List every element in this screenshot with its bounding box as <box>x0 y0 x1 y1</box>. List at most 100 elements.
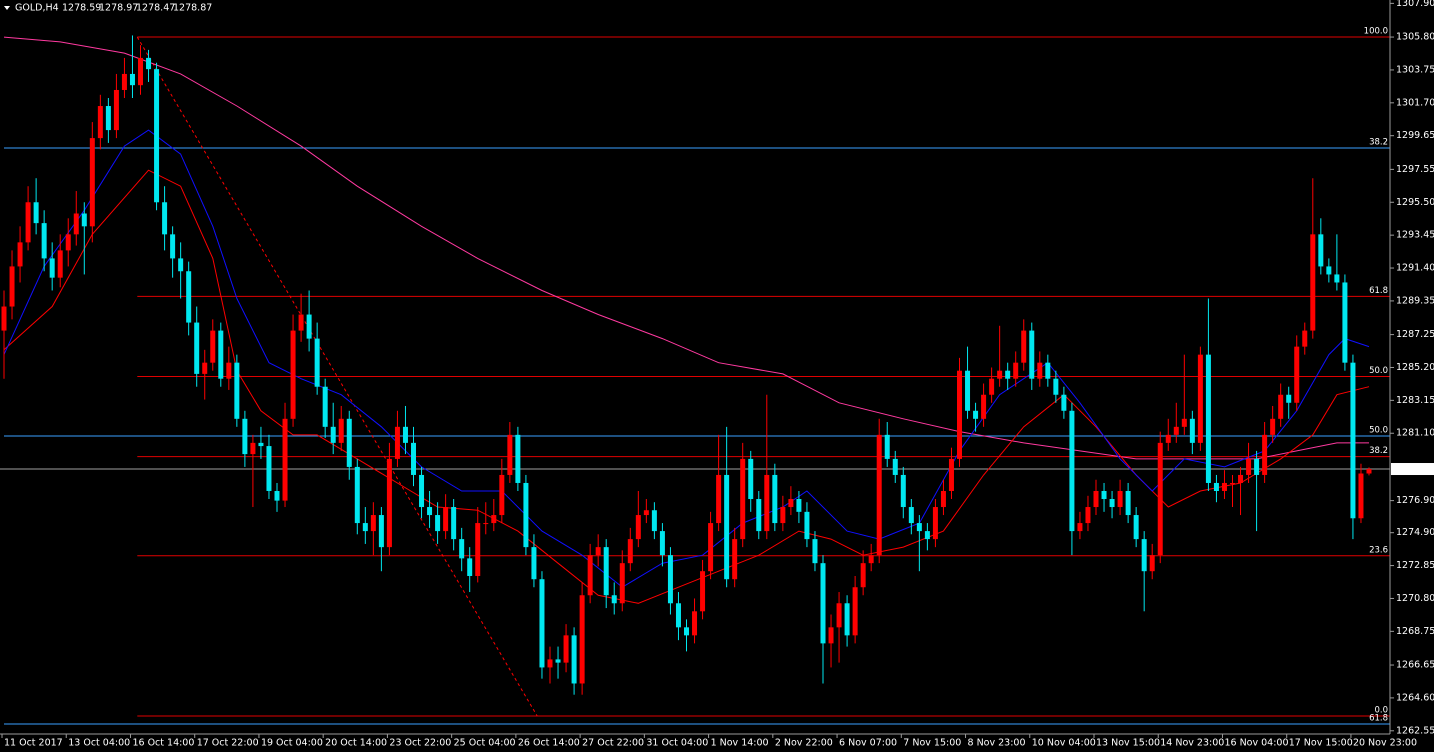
candle-body <box>876 434 882 556</box>
candle-body <box>138 57 143 86</box>
candle-body <box>1125 490 1131 516</box>
x-tick-label: 14 Nov 23:00 <box>1160 738 1224 749</box>
candle-body <box>595 547 601 556</box>
x-tick-label: 1 Nov 14:00 <box>711 738 769 749</box>
x-tick-label: 17 Oct 22:00 <box>197 738 259 749</box>
candle-body <box>772 474 778 524</box>
candle-body <box>571 635 577 684</box>
moving-average <box>3 169 1370 604</box>
candle-body <box>948 458 954 491</box>
candle-body <box>1165 434 1171 443</box>
candle-body <box>194 322 200 374</box>
candle-body <box>1157 442 1163 556</box>
y-tick-label: 1287.25 <box>1396 329 1434 340</box>
candle-body <box>892 458 898 475</box>
candle-body <box>1037 362 1043 379</box>
candle-body <box>250 442 256 455</box>
candle-body <box>531 547 537 580</box>
x-tick-label: 20 Oct 14:00 <box>325 738 387 749</box>
candle-body <box>226 362 232 379</box>
trendline <box>136 36 538 717</box>
candle-body <box>523 482 529 548</box>
x-tick-label: 10 Nov 04:00 <box>1032 738 1096 749</box>
x-tick-label: 25 Oct 04:00 <box>454 738 516 749</box>
x-tick-label: 13 Oct 04:00 <box>68 738 130 749</box>
menu-icon[interactable] <box>4 6 10 10</box>
candle-body <box>989 378 995 395</box>
candle-body <box>635 515 641 540</box>
header-open: 1278.59 <box>62 3 101 14</box>
candle-body <box>940 490 946 508</box>
candle-body <box>997 370 1003 379</box>
x-tick-label: 20 Nov 23:00 <box>1353 738 1417 749</box>
candle-body <box>234 362 240 419</box>
candle-body <box>884 434 890 459</box>
candle-body <box>17 242 23 267</box>
last-price-label: 1278.87 <box>1396 464 1434 475</box>
x-tick-label: 2 Nov 22:00 <box>775 738 833 749</box>
candle-body <box>539 579 545 668</box>
candle-body <box>868 555 874 564</box>
candle-body <box>555 659 561 663</box>
candle-body <box>1149 555 1155 572</box>
candle-body <box>338 418 344 443</box>
candle-body <box>1286 394 1292 403</box>
candle-body <box>9 266 15 307</box>
candle-body <box>692 611 698 636</box>
candle-body <box>764 474 770 532</box>
candle-body <box>162 202 168 235</box>
y-tick-label: 1262.55 <box>1396 725 1434 736</box>
fib-label: 0.0 <box>1374 706 1388 716</box>
candle-body <box>105 106 111 131</box>
candle-body <box>1 306 7 331</box>
x-tick-label: 27 Oct 22:00 <box>582 738 644 749</box>
candle-body <box>957 370 962 459</box>
candle-body <box>1342 282 1348 363</box>
candle-body <box>121 73 127 90</box>
candle-body <box>491 515 497 524</box>
candle-body <box>362 523 368 532</box>
last-price-box <box>1391 463 1434 476</box>
candle-body <box>73 213 79 235</box>
candle-body <box>306 314 312 339</box>
candle-body <box>619 563 625 604</box>
candle-body <box>579 595 585 684</box>
candle-body <box>844 603 850 636</box>
candle-body <box>483 523 489 525</box>
candle-body <box>788 499 794 508</box>
candle-body <box>812 539 818 564</box>
candle-body <box>820 563 826 644</box>
y-tick-label: 1305.80 <box>1396 32 1434 43</box>
candle-body <box>65 234 71 251</box>
candle-body <box>443 507 449 532</box>
candle-body <box>627 539 633 564</box>
candle-body <box>507 434 513 475</box>
moving-average <box>3 129 1370 588</box>
candle-body <box>242 418 248 455</box>
candle-body <box>796 499 802 512</box>
x-tick-label: 8 Nov 23:00 <box>968 738 1026 749</box>
candle-body <box>186 271 192 323</box>
candle-body <box>1326 266 1332 275</box>
candle-body <box>724 474 730 580</box>
candle-body <box>346 418 352 467</box>
candle-body <box>210 330 216 363</box>
candle-body <box>25 202 31 243</box>
candle-body <box>908 507 914 524</box>
header-low: 1278.47 <box>136 3 175 14</box>
candle-body <box>1045 362 1051 379</box>
x-tick-label: 13 Nov 15:00 <box>1096 738 1160 749</box>
x-tick-label: 23 Oct 22:00 <box>389 738 451 749</box>
candle-body <box>41 223 47 259</box>
candle-body <box>1109 499 1115 508</box>
candle-body <box>394 426 400 459</box>
candle-body <box>1197 354 1203 443</box>
candle-body <box>860 563 866 588</box>
header-close: 1278.87 <box>173 3 212 14</box>
candle-body <box>611 595 617 604</box>
x-tick-label: 31 Oct 04:00 <box>646 738 708 749</box>
candle-body <box>1230 482 1235 484</box>
candle-body <box>330 426 336 443</box>
y-tick-label: 1307.90 <box>1396 0 1434 9</box>
candle-body <box>1213 482 1219 491</box>
